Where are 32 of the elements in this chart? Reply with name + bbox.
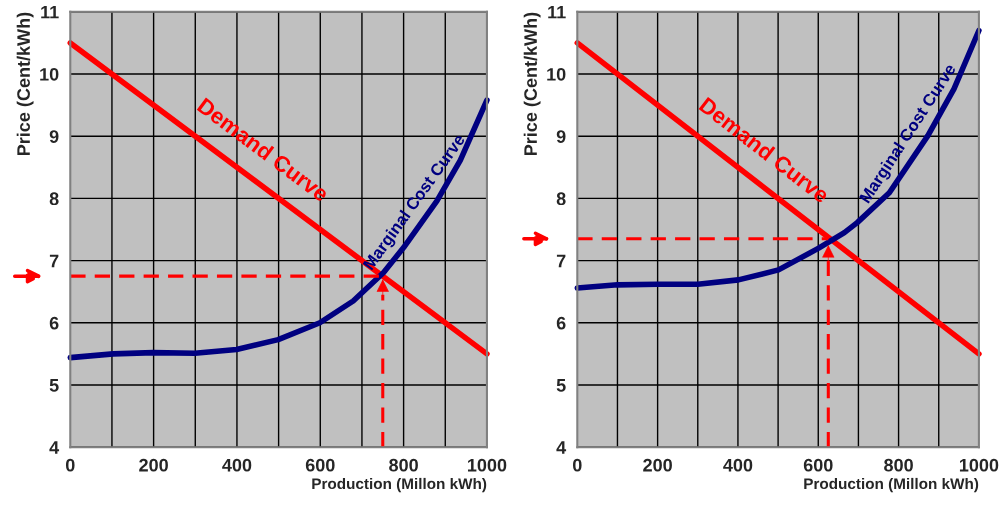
x-tick-label: 200 — [139, 458, 168, 472]
x-tick-label: 1000 — [468, 458, 507, 472]
x-axis-title: Production (Millon kWh) — [312, 477, 487, 493]
y-tick-label: 4 — [556, 441, 567, 454]
x-tick-label: 600 — [803, 458, 833, 472]
x-tick-label: 0 — [572, 458, 582, 472]
x-tick-label: 400 — [222, 458, 252, 472]
x-tick-label: 200 — [643, 458, 672, 472]
y-tick-label: 6 — [49, 316, 59, 330]
y-tick-label: 5 — [49, 379, 59, 392]
x-tick-label: 0 — [65, 458, 75, 472]
y-tick-label: 10 — [40, 67, 59, 81]
y-tick-label: 4 — [49, 441, 60, 454]
y-axis-title: Price (Cent/kWh) — [523, 12, 541, 156]
y-tick-label: 11 — [41, 5, 59, 19]
y-tick-label: 9 — [49, 130, 59, 143]
y-tick-label: 8 — [49, 192, 59, 206]
x-axis-title: Production (Millon kWh) — [804, 477, 979, 493]
y-tick-label: 6 — [556, 316, 566, 330]
x-tick-label: 600 — [305, 458, 335, 472]
y-tick-label: 7 — [556, 254, 566, 268]
y-tick-label: 9 — [556, 130, 566, 143]
y-axis-title: Price (Cent/kWh) — [16, 12, 34, 156]
y-tick-label: 5 — [556, 379, 566, 392]
y-tick-label: 8 — [556, 192, 566, 206]
x-tick-label: 800 — [389, 458, 418, 472]
x-tick-label: 400 — [723, 458, 753, 472]
y-tick-label: 11 — [548, 5, 566, 19]
x-tick-label: 800 — [884, 458, 913, 472]
y-tick-label: 10 — [547, 67, 566, 81]
x-tick-label: 1000 — [959, 458, 999, 472]
y-tick-label: 7 — [49, 254, 59, 268]
